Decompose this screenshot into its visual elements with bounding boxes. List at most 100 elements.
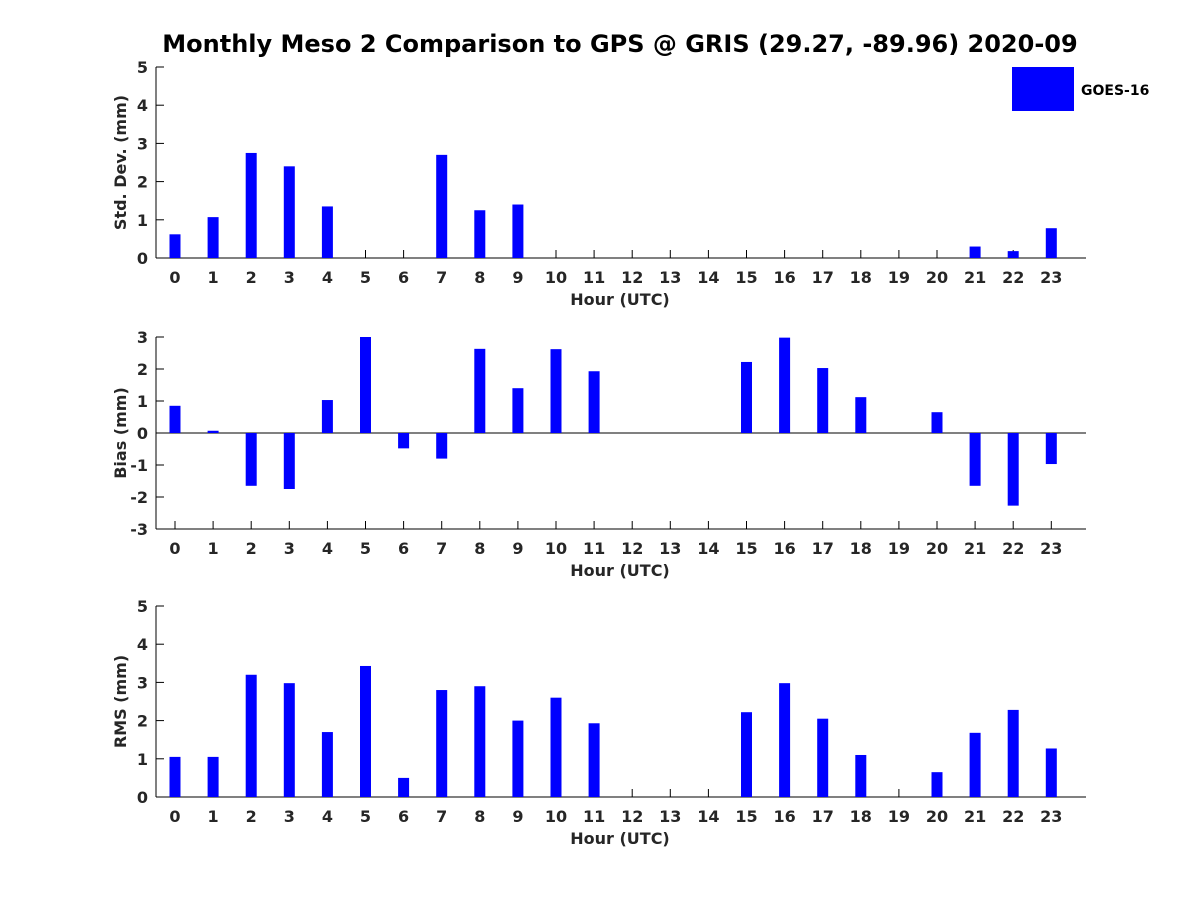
bar-hour-16 [779,683,791,797]
x-tick-label: 13 [659,539,681,558]
bar-hour-3 [283,166,295,258]
bar-hour-7 [436,154,448,258]
x-tick-label: 9 [512,807,523,826]
x-tick-label: 1 [208,539,219,558]
x-tick-label: 13 [659,268,681,287]
x-tick-label: 12 [621,539,643,558]
x-tick-label: 21 [964,807,986,826]
x-tick-label: 7 [436,268,447,287]
x-tick-label: 5 [360,268,371,287]
bar-hour-5 [360,665,371,797]
x-tick-label: 6 [398,268,409,287]
x-tick-label: 16 [773,807,795,826]
bar-hour-23 [1045,228,1057,258]
x-axis-label: Hour (UTC) [570,561,670,580]
x-tick-label: 12 [621,807,643,826]
x-tick-label: 15 [735,807,757,826]
y-axis-label: Std. Dev. (mm) [111,95,130,230]
y-tick-label: -1 [130,456,148,475]
x-tick-label: 7 [436,539,447,558]
x-tick-label: 4 [322,268,333,287]
x-tick-label: 15 [735,539,757,558]
y-tick-label: 0 [137,788,148,807]
bar-hour-22 [1007,709,1019,797]
bar-hour-2 [245,152,257,258]
x-tick-label: 8 [474,539,485,558]
x-tick-label: 20 [926,268,948,287]
x-tick-label: 20 [926,807,948,826]
x-tick-label: 14 [697,807,719,826]
x-tick-label: 17 [812,268,834,287]
bar-hour-11 [588,371,600,433]
bar-hour-22 [1007,433,1019,506]
bar-hour-9 [512,388,524,433]
x-tick-label: 22 [1002,539,1024,558]
bar-hour-4 [321,206,333,258]
bar-hour-0 [169,756,181,797]
x-tick-label: 19 [888,268,910,287]
bar-hour-7 [436,433,448,459]
bar-hour-21 [969,732,981,797]
x-tick-label: 17 [812,807,834,826]
bar-hour-3 [283,433,295,489]
y-tick-label: 4 [137,635,148,654]
bar-hour-0 [169,234,181,258]
bar-hour-1 [207,430,219,433]
x-tick-label: 3 [284,807,295,826]
x-tick-label: 5 [360,807,371,826]
bar-hour-21 [969,246,981,258]
x-tick-label: 23 [1040,268,1062,287]
y-tick-label: 5 [137,597,148,616]
bar-hour-18 [855,754,867,797]
x-tick-label: 21 [964,268,986,287]
bar-hour-21 [969,433,981,486]
x-tick-label: 11 [583,539,605,558]
bar-hour-20 [931,412,943,433]
x-tick-label: 4 [322,539,333,558]
x-tick-label: 2 [246,807,257,826]
bar-hour-2 [245,674,257,797]
x-tick-label: 8 [474,807,485,826]
x-tick-label: 8 [474,268,485,287]
x-tick-label: 3 [284,539,295,558]
bar-hour-4 [321,400,333,433]
bar-hour-2 [245,433,257,486]
x-tick-label: 0 [169,539,180,558]
y-axis-label: Bias (mm) [111,387,130,479]
x-tick-label: 19 [888,807,910,826]
bar-hour-15 [741,361,752,433]
bar-hour-23 [1045,433,1057,465]
bar-hour-10 [550,697,562,797]
x-tick-label: 3 [284,268,295,287]
bar-hour-11 [588,723,600,797]
x-axis-label: Hour (UTC) [570,829,670,848]
y-tick-label: 0 [137,424,148,443]
chart-title: Monthly Meso 2 Comparison to GPS @ GRIS … [162,30,1078,58]
x-axis-label: Hour (UTC) [570,290,670,309]
bar-hour-20 [931,772,943,797]
x-tick-label: 2 [246,539,257,558]
x-tick-label: 23 [1040,807,1062,826]
y-tick-label: 2 [137,712,148,731]
bar-hour-4 [321,732,333,797]
x-tick-label: 11 [583,268,605,287]
x-tick-label: 14 [697,268,719,287]
y-tick-label: 5 [137,58,148,77]
x-tick-label: 12 [621,268,643,287]
bar-hour-0 [169,405,181,433]
y-tick-label: 3 [137,673,148,692]
x-tick-label: 5 [360,539,371,558]
x-tick-label: 16 [773,268,795,287]
x-tick-label: 22 [1002,807,1024,826]
legend-label-goes16: GOES-16 [1081,83,1149,99]
x-tick-label: 1 [208,807,219,826]
bar-hour-8 [474,348,486,433]
y-tick-label: 4 [137,96,148,115]
x-tick-label: 0 [169,807,180,826]
bar-hour-1 [207,756,219,797]
bar-hour-6 [398,777,410,797]
x-tick-label: 15 [735,268,757,287]
